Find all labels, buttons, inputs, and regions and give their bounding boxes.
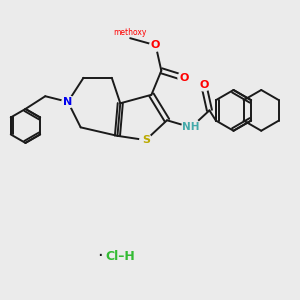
Text: methoxy: methoxy <box>113 28 147 37</box>
Text: Cl–H: Cl–H <box>105 250 135 263</box>
Text: O: O <box>199 80 208 90</box>
Circle shape <box>62 96 74 108</box>
Text: O: O <box>151 40 160 50</box>
Text: O: O <box>179 73 189 83</box>
Text: NH: NH <box>182 122 200 132</box>
Text: N: N <box>63 97 73 107</box>
Circle shape <box>150 39 162 51</box>
Text: ·: · <box>98 247 103 265</box>
Circle shape <box>182 118 200 136</box>
Circle shape <box>140 134 152 146</box>
Circle shape <box>178 72 190 84</box>
Text: S: S <box>142 135 150 145</box>
Circle shape <box>198 79 210 91</box>
